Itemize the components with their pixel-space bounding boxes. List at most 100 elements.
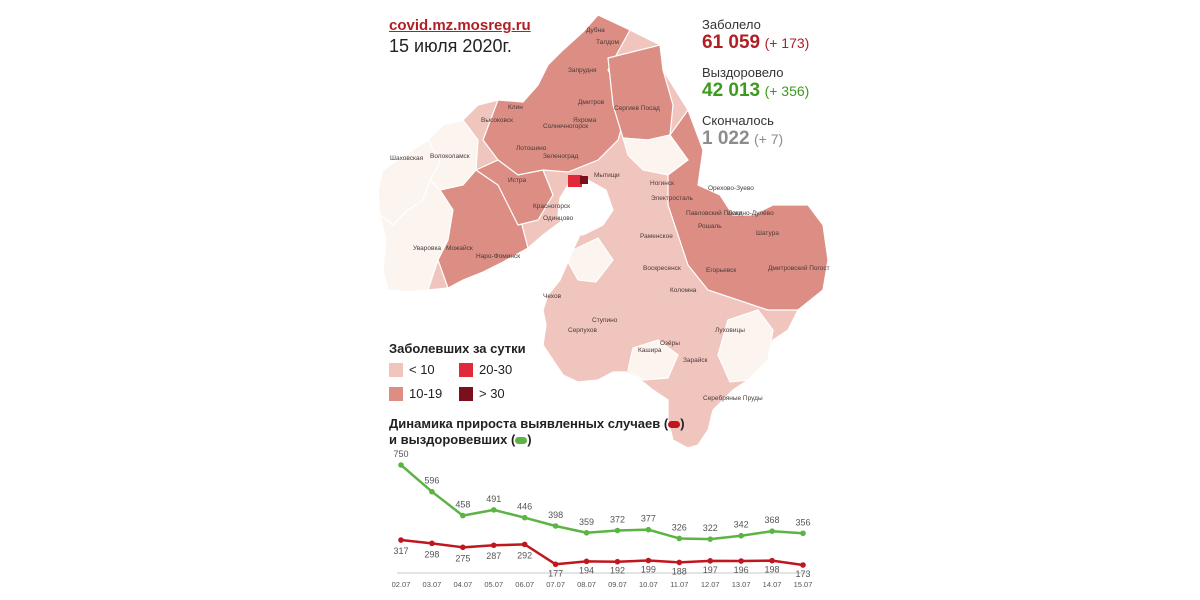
legend-title: Заболевших за сутки <box>389 341 526 356</box>
cases-point <box>707 558 714 564</box>
line-chart: 02.07 03.07 04.07 05.07 06.07 07.07 08.07 09.07… <box>392 449 813 589</box>
recovered-data-label: 750 <box>393 449 408 459</box>
legend-label: < 10 <box>409 362 435 377</box>
legend-item-10-19: 10-19 <box>389 386 442 401</box>
district-label: Серпухов <box>568 327 597 334</box>
map-labels: Дубна Талдом Запрудня Клин Дмитров Сергиев По… <box>390 26 830 402</box>
x-tick-label: 02.07 <box>392 580 411 589</box>
recovered-point <box>429 488 435 495</box>
region-top-spot <box>580 176 588 184</box>
recovered-marker-icon <box>515 437 528 445</box>
recovered-data-label: 491 <box>486 494 501 504</box>
cases-point <box>738 558 744 564</box>
stat-cases-delta: (+ 173) <box>764 35 810 51</box>
recovered-data-label: 322 <box>703 523 718 533</box>
recovered-point <box>490 507 497 513</box>
x-tick-label: 13.07 <box>732 580 751 589</box>
recovered-point <box>614 527 621 534</box>
cases-point <box>583 558 590 565</box>
district-label: Зеленоград <box>543 153 579 160</box>
cases-data-label: 197 <box>703 565 718 575</box>
region-map: Дубна Талдом Запрудня Клин Дмитров Сергиев По… <box>377 14 830 449</box>
legend-swatch <box>389 362 403 377</box>
x-tick-label: 05.07 <box>484 580 503 589</box>
legend-item-gt30: > 30 <box>459 386 505 401</box>
district-label: Дмитров <box>578 99 605 106</box>
legend-label: 10-19 <box>409 386 443 401</box>
cases-data-label: 317 <box>393 546 408 556</box>
recovered-point <box>552 523 559 529</box>
district-label: Озёры <box>660 340 680 347</box>
x-tick-label: 12.07 <box>701 580 720 589</box>
region-south-ring <box>567 237 614 283</box>
cases-point <box>645 557 652 564</box>
recovered-data-label: 326 <box>672 522 687 532</box>
x-tick-label: 15.07 <box>794 580 813 589</box>
district-label: Егорьевск <box>706 267 736 274</box>
district-label: Ступино <box>592 317 618 324</box>
region-high-spot <box>568 175 582 187</box>
recovered-point <box>800 530 806 537</box>
district-label: Ногинск <box>650 180 674 187</box>
cases-data-label: 275 <box>455 553 470 563</box>
site-link[interactable]: covid.mz.mosreg.ru <box>389 17 531 34</box>
cases-data-label: 198 <box>765 565 780 575</box>
chart-title-line1-end: ) <box>680 416 685 431</box>
district-label: Дмитровский Погост <box>768 264 830 272</box>
recovered-data-label: 458 <box>455 500 470 510</box>
recovered-point <box>738 532 744 539</box>
district-label: Наро-Фоминск <box>476 253 520 260</box>
recovered-point <box>769 528 775 535</box>
report-date: 15 июля 2020г. <box>389 36 512 56</box>
district-label: Электросталь <box>651 195 694 202</box>
recovered-data-label: 359 <box>579 517 594 527</box>
district-label: Талдом <box>596 39 619 46</box>
recovered-data-label: 446 <box>517 502 532 512</box>
district-label: Одинцово <box>543 215 574 222</box>
legend-label: > 30 <box>479 386 505 401</box>
x-tick-label: 07.07 <box>546 580 565 589</box>
district-label: Ликино-Дулёво <box>728 210 774 217</box>
district-label: Можайск <box>446 244 473 252</box>
legend-swatch <box>459 362 473 377</box>
stat-deaths-value: 1 022 <box>702 128 750 149</box>
recovered-point <box>521 514 528 521</box>
district-label: Павловский Посад <box>686 209 743 217</box>
recovered-data-label: 356 <box>795 517 810 527</box>
region-east <box>667 108 829 311</box>
cases-point <box>552 561 559 568</box>
district-label: Лотошино <box>516 145 547 152</box>
chart-title-line2-end: ) <box>527 432 532 447</box>
recovered-data-label: 368 <box>765 515 780 525</box>
stat-recovered-label: Выздоровело <box>702 65 784 80</box>
recovered-data-label: 377 <box>641 514 656 524</box>
district-label: Рошаль <box>698 223 722 230</box>
district-label: Орехово-Зуево <box>708 185 754 192</box>
stat-deaths-label: Скончалось <box>702 113 774 128</box>
district-label: Волоколамск <box>430 153 470 160</box>
recovered-data-label: 398 <box>548 510 563 520</box>
legend-swatch <box>459 386 473 401</box>
cases-data-label: 298 <box>424 549 439 559</box>
recovered-point <box>707 536 714 542</box>
cases-marker-icon <box>668 421 681 429</box>
x-tick-label: 06.07 <box>515 580 534 589</box>
recovered-line <box>400 464 804 541</box>
district-label: Раменское <box>640 233 673 240</box>
stat-recovered: Выздоровело 42 013 (+ 356) <box>702 65 809 102</box>
recovered-point <box>645 526 652 533</box>
cases-data-label: 287 <box>486 551 501 561</box>
recovered-data-label: 372 <box>610 515 625 525</box>
cases-data-label: 192 <box>610 566 625 576</box>
x-tick-label: 04.07 <box>453 580 472 589</box>
region-kashira <box>627 339 679 381</box>
district-label: Луховицы <box>715 327 745 334</box>
district-label: Высоковск <box>481 117 513 124</box>
chart-title-line1: Динамика прироста выявленных случаев ( <box>389 416 669 431</box>
stat-recovered-value: 42 013 <box>702 80 761 101</box>
district-label: Воскресенск <box>643 265 681 272</box>
district-label: Клин <box>508 104 523 111</box>
x-tick-label: 08.07 <box>577 580 596 589</box>
recovered-point <box>583 529 590 536</box>
map-regions <box>377 14 829 449</box>
